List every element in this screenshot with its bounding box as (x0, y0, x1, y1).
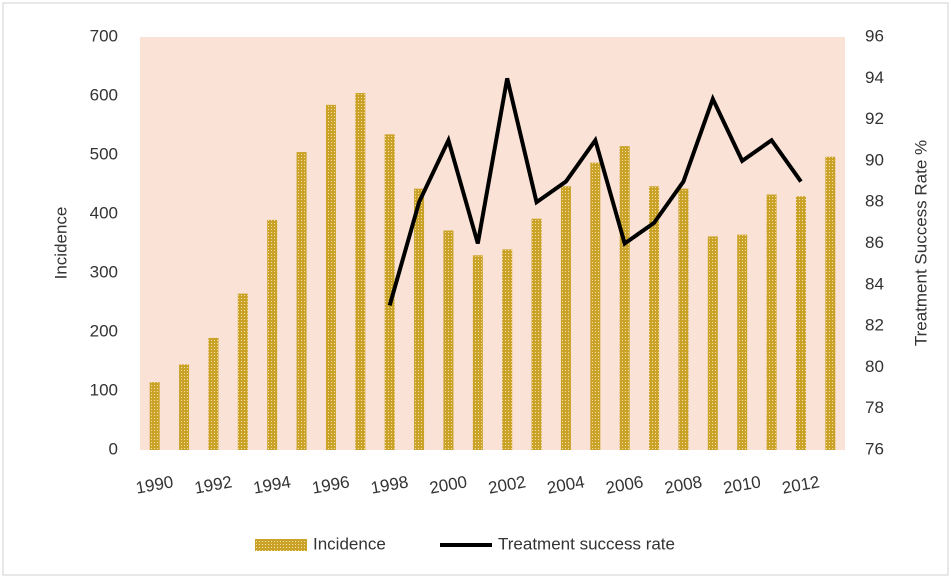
plot-background (140, 37, 845, 450)
bar (707, 236, 718, 450)
y2-tick-label: 88 (865, 192, 884, 211)
bar (443, 230, 454, 450)
bar (619, 146, 630, 450)
bar (649, 186, 660, 450)
legend-label: Incidence (313, 534, 386, 553)
y2-tick-label: 94 (865, 68, 884, 87)
bar (267, 219, 278, 450)
bar (149, 382, 160, 450)
y2-tick-label: 76 (865, 439, 884, 458)
y-tick-label: 200 (90, 321, 118, 340)
y2-axis-label: Treatment Success Rate % (911, 140, 930, 346)
y2-tick-label: 86 (865, 233, 884, 252)
legend-label: Treatment success rate (498, 534, 675, 553)
bar (296, 152, 307, 451)
bar (502, 249, 513, 450)
y-tick-label: 0 (109, 439, 118, 458)
bar (325, 104, 336, 450)
bar (208, 337, 219, 450)
bar (560, 186, 571, 450)
y2-tick-label: 96 (865, 26, 884, 45)
y-axis-label: Incidence (51, 207, 70, 280)
bar (590, 162, 601, 451)
bar (472, 255, 483, 450)
y-tick-label: 300 (90, 262, 118, 281)
y2-tick-label: 84 (865, 274, 884, 293)
y-tick-label: 700 (90, 26, 118, 45)
y-tick-label: 500 (90, 144, 118, 163)
bar (237, 293, 248, 450)
bar (414, 188, 425, 450)
bar (795, 196, 806, 450)
y-tick-label: 100 (90, 380, 118, 399)
line (387, 77, 803, 306)
bar (825, 156, 836, 450)
y2-tick-label: 92 (865, 109, 884, 128)
y-tick-label: 600 (90, 85, 118, 104)
bar (179, 364, 190, 450)
y2-tick-label: 78 (865, 398, 884, 417)
bar (766, 194, 777, 450)
y2-tick-label: 80 (865, 357, 884, 376)
bar (737, 234, 748, 450)
bar (678, 188, 689, 450)
bar (531, 218, 542, 450)
bar (384, 134, 395, 450)
y-tick-label: 400 (90, 203, 118, 222)
legend-swatch (255, 539, 307, 551)
y2-tick-label: 90 (865, 150, 884, 169)
bar (355, 93, 366, 451)
y2-tick-label: 82 (865, 316, 884, 335)
